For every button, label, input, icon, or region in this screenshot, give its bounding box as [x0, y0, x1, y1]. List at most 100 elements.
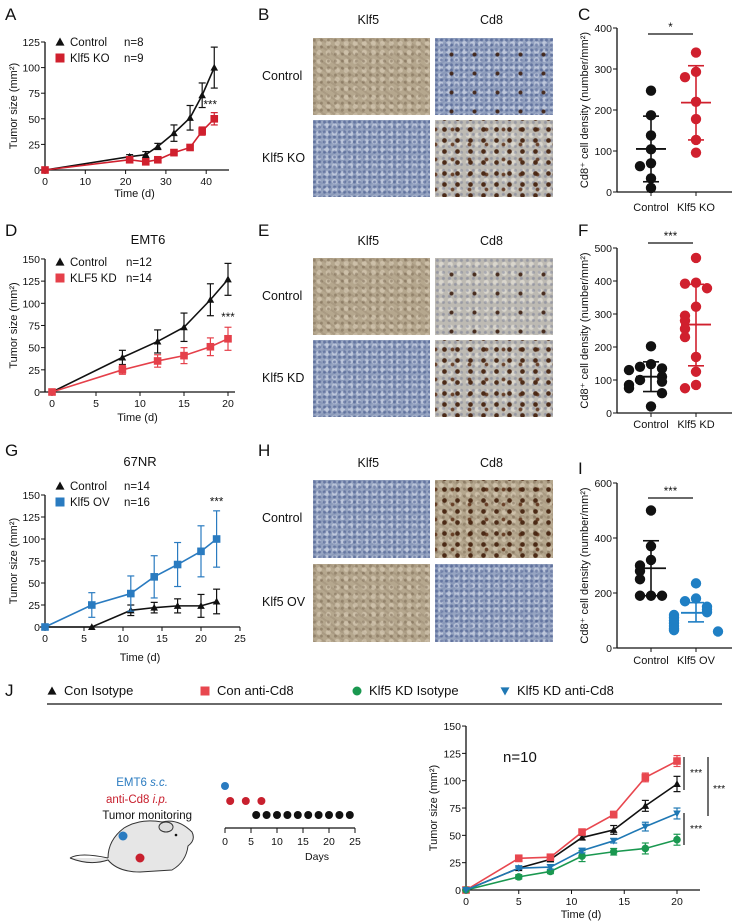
panel-label-G: G: [5, 441, 18, 460]
panel-label-E: E: [258, 221, 269, 240]
micrograph-column-label: Klf5: [357, 234, 380, 248]
data-point: [634, 574, 646, 585]
panel-label-J: J: [5, 681, 14, 700]
y-axis-label: Tumor size (mm²): [428, 765, 440, 851]
data-point: [645, 341, 657, 352]
data-point: [88, 623, 96, 631]
monitoring-day-dot: [293, 811, 302, 819]
x-tick-label: 20: [120, 176, 132, 188]
micrograph-b-klf5-ko-cd8: [435, 120, 553, 197]
y-tick-label: 400: [594, 23, 612, 35]
data-point: [141, 158, 150, 166]
x-tick-label: 20: [222, 398, 234, 410]
y-tick-label: 150: [443, 721, 461, 733]
data-point: [679, 278, 691, 289]
series-control: [41, 588, 221, 631]
data-point: [514, 865, 523, 872]
micrograph-h-control-cd8: [435, 480, 553, 558]
micrograph-e-control-klf5: [313, 258, 430, 335]
x-tick-label: 5: [81, 633, 87, 645]
legend-n: n=12: [126, 257, 152, 269]
y-tick-label: 75: [28, 556, 40, 568]
x-axis-label: Time (d): [561, 909, 602, 921]
data-point: [656, 388, 668, 399]
series-klf5-ov: [41, 510, 221, 631]
category-label: Klf5 OV: [677, 655, 716, 667]
micrograph-row-label: Control: [262, 288, 303, 303]
data-point: [690, 366, 702, 377]
x-tick-label: 40: [200, 176, 212, 188]
schedule-tick-label: 20: [323, 836, 335, 848]
legend-label: Klf5 KD Isotype: [369, 683, 459, 698]
data-point: [224, 275, 232, 283]
significance-label: ***: [690, 823, 702, 835]
y-tick-label: 75: [28, 320, 40, 332]
micrograph-column-label: Cd8: [480, 456, 503, 470]
data-point: [212, 535, 221, 543]
x-tick-label: 10: [117, 633, 129, 645]
significance-label: *: [668, 22, 673, 34]
data-point: [180, 351, 188, 360]
y-axis-label: Tumor size (mm²): [8, 518, 20, 604]
mouse-ear: [158, 821, 174, 833]
data-point: [690, 379, 702, 391]
data-point: [578, 828, 586, 836]
data-point: [197, 602, 205, 609]
data-point: [701, 283, 713, 294]
data-point: [48, 388, 56, 396]
micrograph-column-label: Klf5: [357, 13, 380, 27]
schedule-antibody-label: anti-Cd8 i.p.: [60, 794, 168, 806]
y-tick-label: 500: [594, 243, 612, 255]
data-point: [578, 833, 586, 841]
data-point: [118, 353, 127, 361]
antibody-label: anti-Cd8: [105, 794, 150, 806]
y-tick-label: 150: [22, 490, 40, 502]
data-point: [173, 602, 182, 609]
monitoring-day-dot: [325, 811, 333, 819]
data-point: [679, 323, 691, 335]
antibody-route: i.p.: [152, 794, 168, 806]
data-point: [641, 773, 650, 782]
data-point: [462, 886, 470, 894]
series-line: [51, 278, 229, 393]
micrograph-column-label: Cd8: [480, 13, 503, 27]
monitoring-day-dot: [345, 811, 354, 819]
y-tick-label: 0: [606, 187, 612, 199]
legend-label: Control: [70, 481, 107, 493]
antibody-day-dot: [226, 797, 235, 805]
data-point: [154, 155, 162, 164]
y-axis-label: Tumor size (mm²): [8, 282, 20, 368]
micrograph-h-klf5-ov-klf5: [313, 564, 430, 642]
y-axis-label: Cd8⁺ cell density (number/mm²): [579, 32, 591, 188]
data-point: [656, 376, 668, 387]
legend-triangle-icon: [55, 257, 65, 266]
y-tick-label: 100: [22, 63, 40, 75]
x-tick-label: 5: [93, 398, 99, 410]
y-tick-label: 200: [594, 105, 612, 117]
data-point: [170, 129, 178, 137]
data-point: [41, 166, 49, 174]
data-point: [514, 873, 523, 881]
data-point: [186, 113, 194, 121]
x-tick-label: 15: [618, 896, 630, 908]
micrograph-row-label: Klf5 KD: [262, 370, 305, 385]
y-tick-label: 125: [22, 512, 40, 524]
group-klf5-ov: [668, 578, 724, 637]
y-tick-label: 25: [28, 139, 40, 151]
micrograph-b-control-cd8: [435, 38, 553, 115]
x-tick-label: 30: [160, 176, 172, 188]
panel-label-A: A: [5, 5, 17, 24]
data-point: [645, 110, 657, 121]
y-tick-label: 0: [34, 622, 40, 634]
data-point: [679, 315, 691, 326]
data-point: [679, 72, 691, 83]
antibody-day-dot: [241, 797, 250, 805]
data-point: [609, 826, 618, 833]
legend-square-icon: [200, 686, 210, 696]
data-point: [673, 810, 681, 818]
data-point: [690, 578, 702, 589]
data-point: [645, 505, 657, 516]
micrograph-h-control-klf5: [313, 480, 430, 558]
y-axis-label: Cd8⁺ cell density (number/mm²): [579, 252, 591, 408]
y-tick-label: 50: [28, 114, 40, 126]
